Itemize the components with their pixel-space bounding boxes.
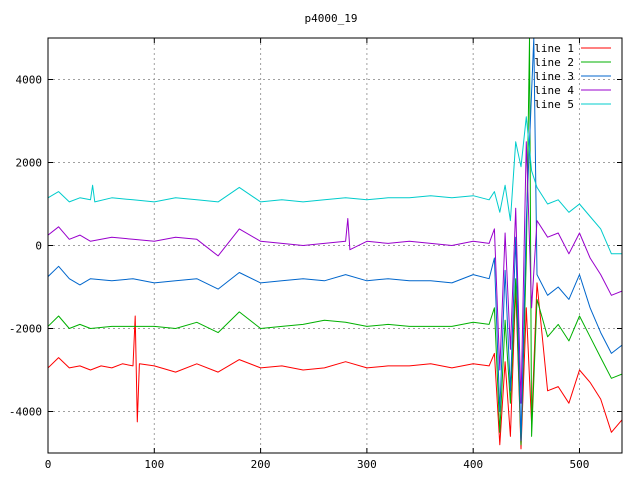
chart-title: p4000_19	[305, 12, 358, 25]
x-tick-label: 500	[570, 458, 590, 471]
axes: 0 100 200 300 400 500 -4000 -2000 0 2000 4000	[9, 37, 623, 471]
series-line-1	[48, 282, 622, 450]
x-tick-label: 300	[357, 458, 377, 471]
y-tick-label: 4000	[16, 74, 43, 87]
legend-label: line 4	[534, 84, 574, 97]
legend-label: line 5	[534, 98, 574, 111]
series-lines	[48, 38, 622, 450]
legend-label: line 2	[534, 56, 574, 69]
series-line-5	[48, 116, 622, 255]
y-tick-label: 0	[35, 240, 42, 253]
y-tick-label: -2000	[9, 323, 42, 336]
plot-frame	[47, 37, 623, 454]
x-tick-label: 200	[251, 458, 271, 471]
y-tick-label: -4000	[9, 406, 42, 419]
grid-lines	[47, 38, 622, 453]
y-tick-label: 2000	[16, 157, 43, 170]
legend-label: line 3	[534, 70, 574, 83]
series-line-4	[48, 141, 622, 404]
series-line-2	[48, 38, 622, 446]
x-tick-label: 100	[144, 458, 164, 471]
x-tick-label: 0	[45, 458, 52, 471]
series-line-3	[48, 38, 622, 442]
legend-label: line 1	[534, 42, 574, 55]
x-tick-label: 400	[463, 458, 483, 471]
